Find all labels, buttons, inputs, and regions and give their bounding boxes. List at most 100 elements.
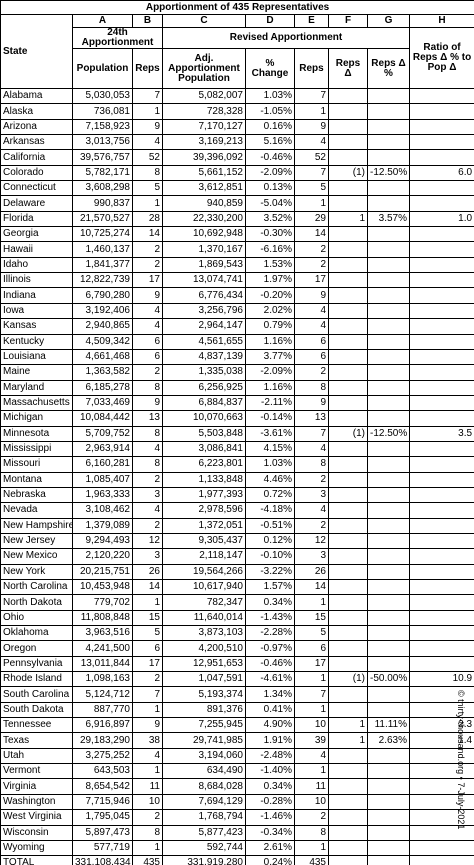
- cell: 7,715,946: [72, 793, 133, 811]
- state-name: Minnesota: [0, 425, 73, 442]
- cell: 1: [294, 671, 329, 688]
- cell: 5,709,752: [72, 425, 133, 442]
- state-name: Kansas: [0, 318, 73, 335]
- cell: 3,194,060: [162, 747, 246, 765]
- cell: -1.40%: [245, 763, 295, 780]
- cell: 8,654,542: [72, 778, 133, 795]
- cell: 4,837,139: [162, 348, 246, 366]
- cell: 10,453,948: [72, 578, 133, 596]
- cell: -4.61%: [245, 671, 295, 688]
- cell: [367, 333, 410, 350]
- cell: 9: [132, 287, 163, 304]
- title: Apportionment of 435 Representatives: [0, 0, 474, 15]
- cell: 2,940,865: [72, 318, 133, 335]
- cell: 52: [294, 149, 329, 166]
- cell: 38: [132, 732, 163, 749]
- cell: 1: [328, 732, 368, 749]
- column-header: Reps: [132, 48, 163, 89]
- cell: [367, 625, 410, 642]
- table-row: Rhode Island 1,098,163 2 1,047,591 -4.61% 1 (1…: [0, 671, 474, 688]
- table-row: New Jersey 9,294,493 12 9,305,437 0.12% 12: [0, 532, 474, 550]
- cell: 17: [132, 655, 163, 673]
- column-header: Reps Δ: [328, 48, 368, 89]
- cell: 1: [132, 594, 163, 611]
- cell: 5,661,152: [162, 164, 246, 182]
- cell: 4.46%: [245, 471, 295, 488]
- state-name: North Carolina: [0, 578, 73, 596]
- cell: [328, 118, 368, 136]
- state-name: Florida: [0, 210, 73, 228]
- cell: 1.03%: [245, 87, 295, 105]
- state-name: West Virginia: [0, 809, 73, 826]
- cell: 2,963,914: [72, 440, 133, 458]
- cell: 15: [294, 609, 329, 627]
- cell: 52: [132, 149, 163, 166]
- cell: 13,011,844: [72, 655, 133, 673]
- cell: 2: [132, 256, 163, 274]
- cell: 1,133,848: [162, 471, 246, 488]
- state-name: Arkansas: [0, 134, 73, 151]
- cell: 1: [132, 839, 163, 857]
- state-name: Hawaii: [0, 241, 73, 258]
- cell: 3.77%: [245, 348, 295, 366]
- column-letter: B: [132, 14, 163, 28]
- cell: [367, 701, 410, 719]
- table-row: Tennessee 6,916,897 9 7,255,945 4.90% 10 1 11.1…: [0, 717, 474, 734]
- cell: [408, 578, 474, 596]
- cell: 7,170,127: [162, 118, 246, 136]
- cell: 14: [294, 578, 329, 596]
- cell: 7,255,945: [162, 717, 246, 734]
- table-row: Mississippi 2,963,914 4 3,086,841 4.15% 4: [0, 440, 474, 458]
- cell: [367, 302, 410, 320]
- cell: 2,978,596: [162, 502, 246, 519]
- table-row: Colorado 5,782,171 8 5,661,152 -2.09% 7 (1) -12…: [0, 164, 474, 182]
- cell: 4: [294, 134, 329, 151]
- cell: [367, 195, 410, 212]
- cell: 592,744: [162, 839, 246, 857]
- state-name: Idaho: [0, 256, 73, 274]
- cell: 1,372,051: [162, 517, 246, 534]
- cell: [367, 256, 410, 274]
- cell: 4: [294, 302, 329, 320]
- cell: 21,570,527: [72, 210, 133, 228]
- cell: [328, 287, 368, 304]
- cell: -0.46%: [245, 149, 295, 166]
- state-name: TOTAL: [0, 855, 73, 865]
- cell: [328, 364, 368, 381]
- cell: 7: [294, 425, 329, 442]
- cell: (1): [328, 671, 368, 688]
- cell: -1.46%: [245, 809, 295, 826]
- cell: 4: [294, 318, 329, 335]
- state-name: Wisconsin: [0, 824, 73, 841]
- cell: 3,612,851: [162, 180, 246, 197]
- cell: 4.15%: [245, 440, 295, 458]
- cell: [328, 195, 368, 212]
- cell: 5.16%: [245, 134, 295, 151]
- cell: [408, 226, 474, 243]
- state-name: Ohio: [0, 609, 73, 627]
- cell: 1,370,167: [162, 241, 246, 258]
- table-row: Montana 1,085,407 2 1,133,848 4.46% 2: [0, 471, 474, 488]
- cell: 1: [294, 763, 329, 780]
- cell: 1: [294, 839, 329, 857]
- table-row: Delaware 990,837 1 940,859 -5.04% 1: [0, 195, 474, 212]
- cell: 4,561,655: [162, 333, 246, 350]
- cell: 3,169,213: [162, 134, 246, 151]
- cell: [367, 134, 410, 151]
- cell: 14: [132, 226, 163, 243]
- state-name: New York: [0, 563, 73, 581]
- cell: 8: [132, 379, 163, 396]
- cell: 2: [132, 471, 163, 488]
- cell: 4,509,342: [72, 333, 133, 350]
- cell: -50.00%: [367, 671, 410, 688]
- cell: 1.91%: [245, 732, 295, 749]
- cell: 17: [294, 272, 329, 289]
- cell: 13: [294, 410, 329, 427]
- group-header: 24th Apportionment: [72, 27, 163, 49]
- cell: [328, 778, 368, 795]
- table-row: North Carolina 10,453,948 14 10,617,940 1.57…: [0, 578, 474, 596]
- cell: 6: [132, 640, 163, 657]
- column-letter: E: [294, 14, 329, 28]
- cell: 39,576,757: [72, 149, 133, 166]
- cell: 8,684,028: [162, 778, 246, 795]
